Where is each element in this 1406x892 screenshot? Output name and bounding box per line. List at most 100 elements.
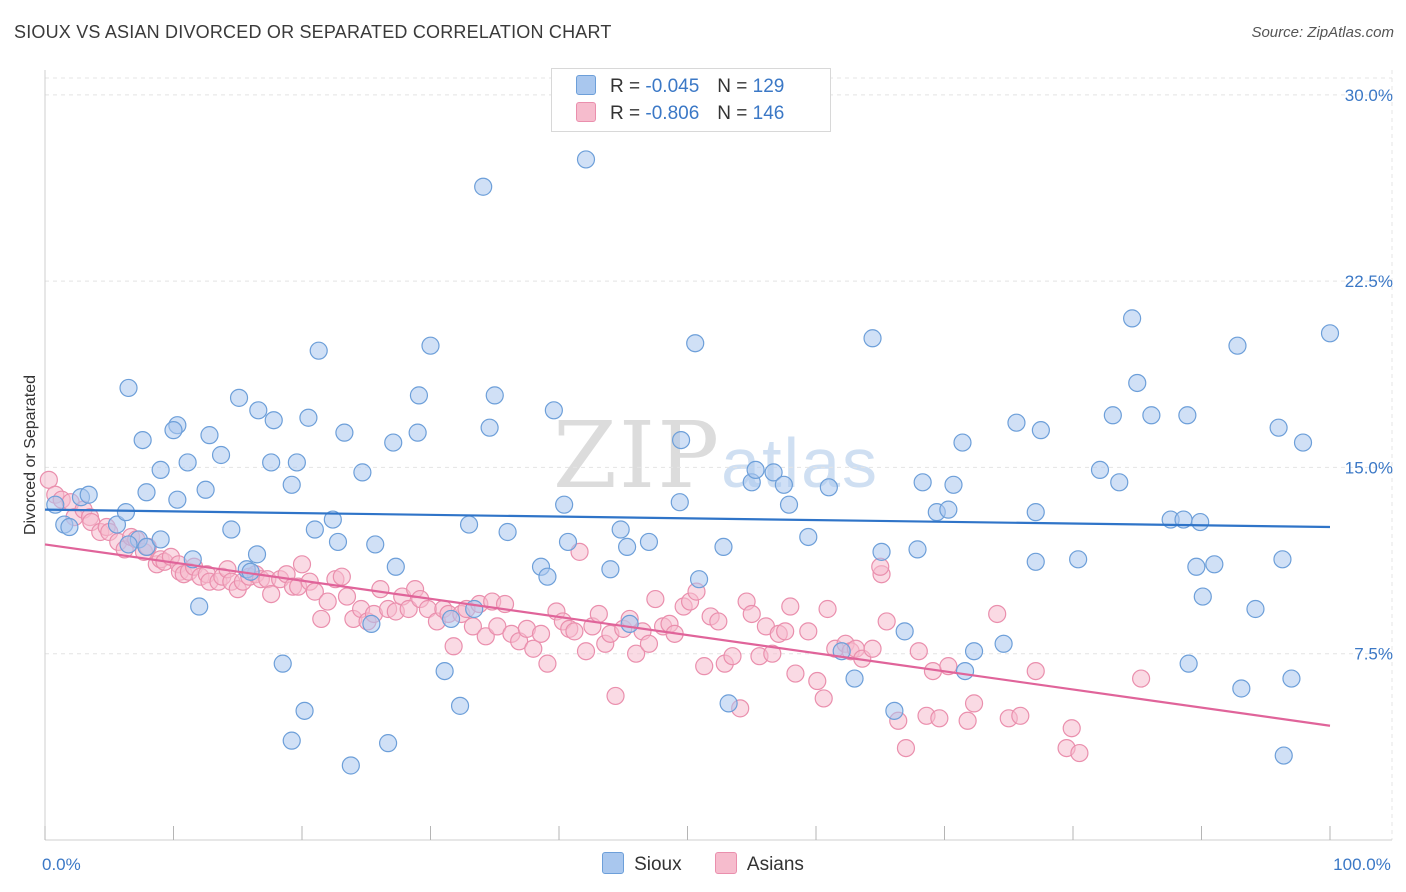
- legend-row-asians: R = -0.806 N = 146: [576, 102, 784, 126]
- sioux-point: [384, 433, 403, 452]
- sioux-point: [819, 478, 838, 497]
- sioux-point: [1123, 309, 1142, 328]
- sioux-point: [1007, 413, 1026, 432]
- sioux-point: [639, 532, 659, 552]
- sioux-point: [953, 433, 972, 452]
- legend-r-value: -0.045: [645, 76, 700, 97]
- sioux-point: [222, 520, 241, 539]
- sioux-point: [200, 426, 219, 445]
- sioux-point: [939, 500, 958, 519]
- sioux-point: [229, 388, 249, 407]
- asian-point: [1070, 743, 1089, 763]
- sioux-point: [1090, 460, 1110, 480]
- trend-lines: [44, 508, 1331, 727]
- asian-point: [958, 711, 977, 730]
- sioux-point: [1191, 512, 1210, 532]
- sioux-point: [885, 701, 904, 720]
- sioux-point: [151, 530, 170, 549]
- sioux-point: [107, 515, 127, 534]
- legend-n-label: N =: [717, 76, 748, 97]
- chart-source: Source: ZipAtlas.com: [1251, 24, 1394, 41]
- sioux-point: [421, 336, 440, 355]
- sioux-point: [764, 463, 783, 482]
- sioux-point: [378, 734, 398, 753]
- sioux-point: [247, 545, 267, 564]
- sioux-point: [1179, 654, 1198, 673]
- chart-title: SIOUX VS ASIAN DIVORCED OR SEPARATED COR…: [14, 22, 612, 42]
- y-tick-label: 7.5%: [1354, 645, 1393, 664]
- sioux-point: [137, 483, 156, 502]
- sioux-point: [558, 532, 578, 552]
- sioux-point: [408, 423, 427, 442]
- sioux-point: [273, 654, 292, 673]
- asian-point: [531, 624, 551, 643]
- correlation-legend: R = -0.045 N = 129 R = -0.806 N = 146: [551, 68, 831, 132]
- sioux-point: [913, 473, 932, 492]
- asian-point: [964, 694, 984, 713]
- sioux-point: [686, 334, 705, 353]
- sioux-point: [1103, 406, 1122, 425]
- sioux-point: [295, 701, 314, 720]
- tick-labels: 7.5% 15.0% 22.5% 30.0% 0.0% 100.0%: [42, 86, 1393, 874]
- sioux-trend-line: [44, 508, 1331, 529]
- sioux-point: [190, 597, 209, 616]
- asian-point: [488, 617, 507, 636]
- asian-point: [576, 642, 596, 661]
- series-legend-asians: Asians: [714, 852, 804, 876]
- sioux-point: [137, 537, 156, 557]
- sioux-point: [1178, 406, 1197, 425]
- sioux-point: [249, 401, 268, 420]
- sioux-point: [714, 537, 733, 557]
- legend-n-value: 129: [752, 76, 785, 97]
- asian-point: [476, 627, 495, 646]
- sioux-point: [618, 537, 637, 557]
- sioux-point: [119, 378, 138, 398]
- sioux-point: [799, 527, 818, 547]
- watermark-zip: ZIP: [553, 402, 722, 509]
- sioux-point: [450, 696, 470, 715]
- sioux-point: [485, 386, 504, 405]
- sioux-point: [1228, 336, 1247, 355]
- series-swatch-sioux: [602, 852, 625, 874]
- x-tick-label: 0.0%: [42, 855, 81, 874]
- sioux-point: [1274, 746, 1293, 765]
- asian-point: [589, 604, 608, 624]
- asian-point: [709, 612, 728, 631]
- sioux-point: [164, 421, 183, 440]
- asian-point: [863, 639, 882, 658]
- sioux-point: [1142, 406, 1161, 425]
- asian-point: [877, 612, 896, 631]
- asian-point: [626, 644, 646, 663]
- sioux-point: [282, 731, 301, 750]
- legend-n-label: N =: [717, 103, 748, 124]
- sioux-point: [1246, 599, 1265, 619]
- sioux-point: [305, 520, 324, 539]
- sioux-point: [323, 510, 342, 529]
- series-legend-sioux: Sioux: [602, 852, 682, 876]
- sioux-point: [262, 453, 281, 472]
- asian-point: [570, 542, 589, 561]
- sioux-point: [1293, 433, 1313, 452]
- sioux-point: [1026, 503, 1045, 522]
- sioux-point: [1069, 550, 1088, 569]
- sioux-point: [576, 150, 596, 169]
- asian-point: [639, 634, 659, 653]
- sioux-point: [872, 542, 891, 561]
- sioux-point: [211, 445, 231, 465]
- axes: [44, 70, 1392, 841]
- sioux-point: [196, 480, 215, 499]
- sioux-point: [60, 517, 79, 537]
- series-swatch-asians: [714, 852, 737, 874]
- sioux-point: [1031, 421, 1050, 440]
- sioux-point: [328, 532, 348, 552]
- sioux-point: [1205, 555, 1224, 574]
- sioux-point: [1026, 552, 1045, 571]
- sioux-point: [287, 453, 306, 472]
- sioux-point: [611, 520, 630, 539]
- sioux-point: [1320, 324, 1340, 343]
- sioux-point: [845, 669, 864, 688]
- sioux-point: [895, 622, 914, 641]
- asian-point: [818, 599, 837, 619]
- x-tick-label: 100.0%: [1333, 855, 1391, 874]
- asian-point: [318, 592, 337, 611]
